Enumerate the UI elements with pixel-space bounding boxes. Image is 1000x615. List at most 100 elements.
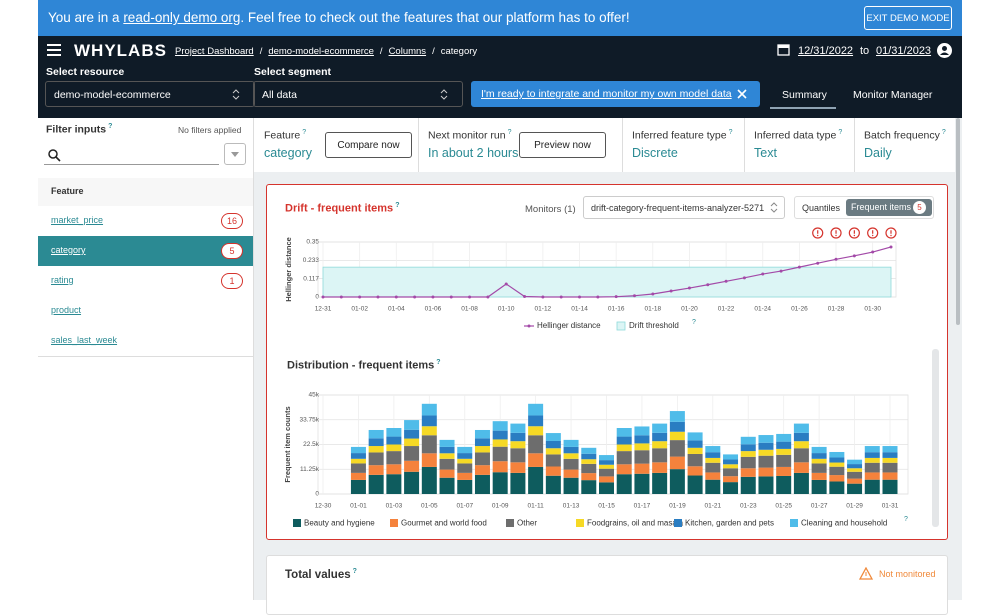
- bar-segment: [740, 467, 756, 477]
- bar-segment: [882, 451, 897, 458]
- sidebar: Filter inputs? No filters applied Featur…: [38, 118, 254, 600]
- bar-segment: [598, 468, 614, 476]
- feature-row[interactable]: market_price 16: [38, 206, 253, 236]
- feature-name[interactable]: rating: [51, 275, 74, 285]
- y-tick-label: 0.117: [303, 275, 319, 282]
- demo-banner: You are in a read-only demo org. Feel fr…: [38, 0, 962, 36]
- breadcrumb[interactable]: Columns: [388, 46, 427, 57]
- bar-segment: [385, 463, 401, 474]
- toggle-option[interactable]: Quantiles: [802, 203, 841, 213]
- bar-segment: [368, 445, 384, 452]
- bar-segment: [439, 469, 455, 478]
- bar-segment: [633, 425, 649, 435]
- card-value: In about 2 hours: [428, 146, 519, 160]
- feature-name[interactable]: category: [51, 245, 86, 255]
- segment-label: Select segment: [254, 66, 332, 78]
- x-tick-label: 01-24: [754, 305, 771, 312]
- tab-active[interactable]: Summary: [770, 81, 836, 109]
- help-icon[interactable]: ?: [838, 129, 843, 136]
- menu-icon[interactable]: [47, 44, 61, 56]
- help-icon[interactable]: ?: [436, 359, 441, 366]
- total-title-text: Total values: [285, 568, 351, 581]
- card-button[interactable]: Compare now: [325, 132, 412, 158]
- banner-link[interactable]: read-only demo org: [123, 10, 241, 25]
- bar-segment: [811, 462, 827, 473]
- bar-segment: [385, 436, 401, 444]
- bar-segment: [846, 467, 862, 472]
- drift-point: [797, 265, 801, 269]
- help-icon[interactable]: ?: [728, 129, 733, 136]
- bar-segment: [669, 468, 685, 494]
- alert-badge: 16: [221, 213, 243, 229]
- help-icon[interactable]: ?: [395, 202, 400, 209]
- bar-segment: [474, 437, 490, 446]
- legend-swatch: [789, 518, 798, 527]
- bar-segment: [385, 450, 401, 464]
- segment-select[interactable]: All data: [253, 81, 463, 107]
- bar-segment: [368, 429, 384, 438]
- alert-icon-dot: [871, 234, 873, 236]
- integrate-banner[interactable]: I'm ready to integrate and monitor my ow…: [471, 81, 760, 107]
- distribution-title: Distribution - frequent items?: [287, 359, 441, 372]
- bar-segment: [403, 429, 419, 439]
- y-tick-label: 33.75k: [299, 416, 319, 423]
- help-icon[interactable]: ?: [302, 129, 307, 136]
- exit-demo-button[interactable]: EXIT DEMO MODE: [864, 6, 952, 30]
- bar-segment: [864, 445, 880, 452]
- bar-segment: [368, 451, 384, 465]
- bar-segment: [350, 452, 366, 459]
- feature-name[interactable]: sales_last_week: [51, 335, 118, 345]
- help-icon[interactable]: ?: [507, 129, 512, 136]
- feature-name[interactable]: market_price: [51, 215, 104, 225]
- bar-segment: [864, 479, 880, 494]
- feature-name[interactable]: product: [51, 305, 82, 315]
- feature-row[interactable]: sales_last_week: [38, 326, 253, 357]
- user-icon[interactable]: [937, 43, 952, 58]
- logo[interactable]: WHYLABS: [74, 41, 167, 60]
- bar-segment: [527, 466, 543, 494]
- date-to[interactable]: 01/31/2023: [876, 45, 932, 57]
- bar-segment: [456, 479, 472, 494]
- bar-segment: [846, 463, 862, 468]
- bar-segment: [704, 479, 720, 494]
- help-icon[interactable]: ?: [941, 129, 946, 136]
- x-tick-label: 01-12: [534, 305, 551, 312]
- close-icon[interactable]: [737, 89, 747, 99]
- bar-segment: [846, 478, 862, 484]
- resource-select[interactable]: demo-model-ecommerce: [45, 81, 255, 107]
- date-from[interactable]: 12/31/2022: [798, 45, 854, 57]
- monitor-select[interactable]: drift-category-frequent-items-analyzer-5…: [583, 196, 785, 219]
- bar-segment: [669, 439, 685, 457]
- filter-button[interactable]: [224, 143, 246, 165]
- x-tick-label: 01-02: [351, 305, 368, 312]
- breadcrumb[interactable]: demo-model-ecommerce: [268, 46, 374, 57]
- feature-row[interactable]: category 5: [38, 236, 253, 266]
- bar-segment: [350, 479, 366, 494]
- bar-segment: [545, 475, 561, 494]
- search-input[interactable]: [44, 164, 219, 165]
- help-icon[interactable]: ?: [352, 568, 357, 575]
- card-value: Discrete: [632, 146, 678, 160]
- legend-label: Foodgrains, oil and masala: [587, 518, 684, 527]
- x-tick-label: 01-05: [421, 502, 438, 509]
- help-icon[interactable]: ?: [108, 123, 113, 130]
- bar-segment: [616, 463, 632, 474]
- bar-segment: [616, 444, 632, 451]
- alert-badge: 1: [221, 273, 243, 289]
- bar-segment: [828, 451, 844, 457]
- bar-segment: [439, 477, 455, 494]
- feature-row[interactable]: product: [38, 296, 253, 326]
- toggle-option-active[interactable]: Frequent items 5: [846, 199, 932, 216]
- total-status: Not monitored: [879, 569, 936, 579]
- bar-segment: [793, 423, 809, 433]
- alert-icon-dot: [853, 234, 855, 236]
- breadcrumb[interactable]: Project Dashboard: [175, 46, 254, 57]
- bar-segment: [775, 433, 791, 442]
- bar-segment: [811, 472, 827, 480]
- card-button[interactable]: Preview now: [519, 132, 606, 158]
- search-icon: [48, 149, 61, 162]
- integrate-link[interactable]: I'm ready to integrate and monitor my ow…: [481, 88, 732, 100]
- drift-point: [705, 282, 709, 286]
- tab[interactable]: Monitor Manager: [853, 89, 933, 101]
- feature-row[interactable]: rating 1: [38, 266, 253, 296]
